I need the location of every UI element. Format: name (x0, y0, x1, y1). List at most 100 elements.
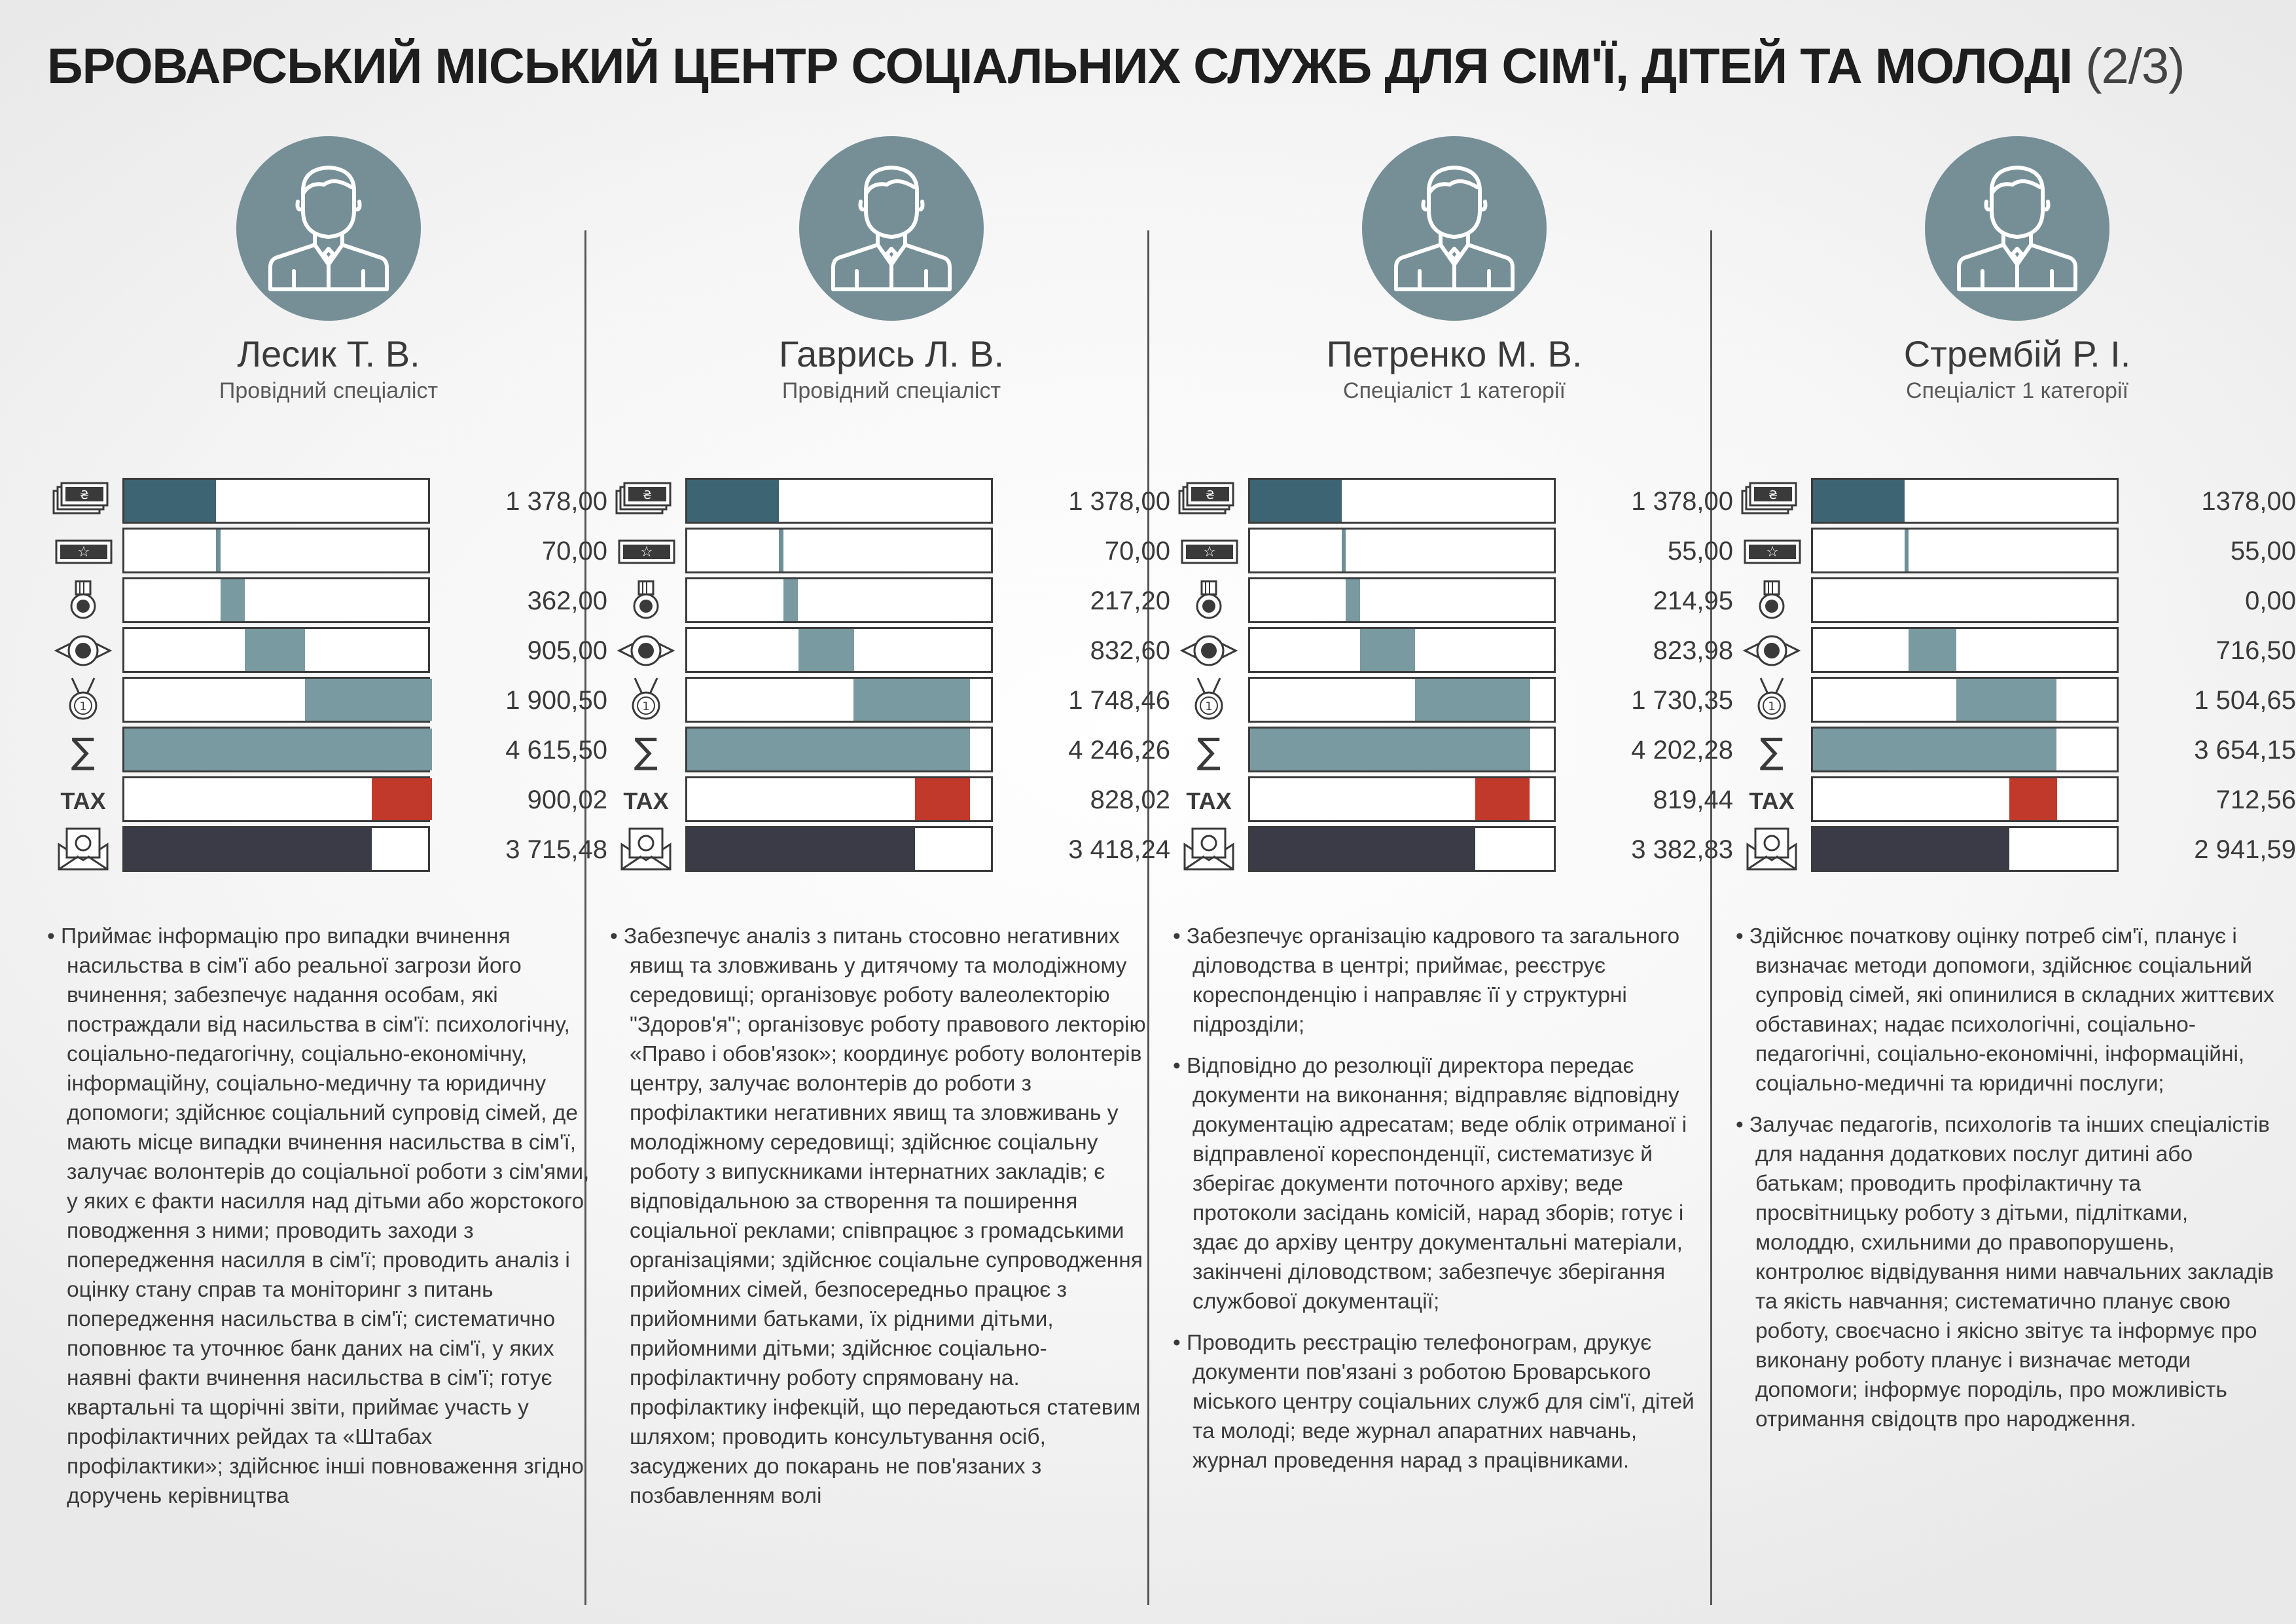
bar-track (685, 727, 993, 772)
tax-label: TAX (60, 787, 105, 814)
stat-value: 1 748,46 (1068, 686, 1170, 715)
bar-fill (1813, 729, 2056, 770)
tax-label: TAX (1736, 776, 1808, 823)
ticket-star-icon: ☆ (1736, 528, 1808, 575)
avatar-icon (799, 136, 984, 321)
bar-fill (1956, 679, 2056, 721)
rosette-icon (610, 627, 682, 674)
svg-text:₴: ₴ (643, 488, 652, 502)
stat-row-premium: 1 1 900,50 (47, 677, 610, 724)
stat-value: 362,00 (527, 586, 607, 615)
bar-track (122, 776, 432, 822)
stat-row-net: 2 941,59 (1736, 826, 2296, 873)
stat-value: 3 418,24 (1068, 835, 1170, 864)
employee-column: Лесик Т. В. Провідний спеціаліст ₴ 1 378,0… (47, 0, 610, 1624)
stat-row-net: 3 715,48 (47, 826, 610, 873)
employee-name: Лесик Т. В. (237, 333, 420, 374)
bar-track (1248, 627, 1556, 673)
tax-label: TAX (623, 787, 668, 814)
stat-row-award: 716,50 (1736, 627, 2296, 674)
ticket-star-icon: ☆ (47, 528, 119, 575)
svg-text:☆: ☆ (1203, 544, 1216, 560)
column-divider (584, 230, 586, 1605)
stat-row-salary: ₴ 1 378,00 (610, 478, 1173, 525)
tax-label: TAX (47, 776, 119, 823)
bar-fill (2009, 778, 2057, 820)
stat-value: 823,98 (1653, 636, 1733, 665)
stat-value: 55,00 (2230, 537, 2296, 566)
stat-row-bonus: ☆ 70,00 (47, 528, 610, 575)
bar-track (1811, 528, 2119, 573)
stat-row-bonus: ☆ 70,00 (610, 528, 1173, 575)
money-stack-icon: ₴ (47, 478, 119, 525)
ticket-star-icon: ☆ (610, 528, 682, 575)
bar-fill (124, 828, 372, 870)
svg-text:∑: ∑ (1197, 731, 1221, 772)
stat-value: 0,00 (2245, 586, 2296, 615)
bar-fill (783, 579, 798, 621)
job-description-item: Залучає педагогів, психологів та інших с… (1736, 1110, 2279, 1434)
stat-value: 1 504,65 (2194, 686, 2296, 715)
bar-fill (1415, 679, 1530, 721)
bar-fill (1250, 480, 1342, 522)
job-description: Забезпечує організацію кадрового та зага… (1173, 922, 1716, 1487)
job-description-item: Забезпечує організацію кадрового та зага… (1173, 922, 1716, 1039)
stat-value: 716,50 (2215, 636, 2296, 665)
svg-text:∑: ∑ (71, 731, 95, 772)
job-description-item: Забезпечує аналіз з питань стосовно нега… (610, 922, 1153, 1511)
bar-fill (1250, 828, 1475, 870)
stat-value: 1 378,00 (1631, 487, 1733, 516)
svg-text:∑: ∑ (634, 731, 658, 772)
sigma-icon: ∑ (1736, 727, 1808, 774)
stat-value: 1 378,00 (505, 487, 607, 516)
bar-fill (798, 629, 854, 671)
bar-track (685, 677, 993, 723)
svg-text:☆: ☆ (77, 544, 90, 560)
bar-fill (687, 480, 779, 522)
svg-text:1: 1 (1205, 700, 1212, 713)
page-title-suffix: (2/3) (2085, 39, 2185, 94)
bar-fill (124, 729, 432, 770)
rosette-icon (1173, 627, 1245, 674)
bar-fill (372, 778, 432, 820)
stat-value: 712,56 (2215, 785, 2296, 814)
stat-row-tax: TAX 712,56 (1736, 776, 2296, 823)
bar-fill (1475, 778, 1530, 820)
stat-row-total: ∑ 4 202,28 (1173, 727, 1736, 774)
bar-track (122, 528, 430, 573)
bar-track (685, 478, 993, 524)
stat-value: 4 246,26 (1068, 736, 1170, 765)
stat-value: 2 941,59 (2194, 835, 2296, 864)
bar-track (1811, 677, 2119, 723)
tax-label: TAX (1173, 776, 1245, 823)
money-stack-icon: ₴ (1173, 478, 1245, 525)
stat-row-premium: 1 1 504,65 (1736, 677, 2296, 724)
sigma-icon: ∑ (610, 727, 682, 774)
stat-row-salary: ₴ 1 378,00 (1173, 478, 1736, 525)
stat-value: 900,02 (527, 785, 607, 814)
envelope-money-icon (1173, 826, 1245, 873)
sigma-icon: ∑ (47, 727, 119, 774)
stat-row-total: ∑ 4 615,50 (47, 727, 610, 774)
bar-fill (124, 480, 216, 522)
avatar-icon (1925, 136, 2109, 321)
first-place-medal-icon: 1 (47, 677, 119, 724)
stat-row-bonus: ☆ 55,00 (1173, 528, 1736, 575)
job-description: Здійснює початкову оцінку потреб сім'ї, … (1736, 922, 2279, 1446)
employee-role: Спеціаліст 1 категорії (1906, 378, 2128, 403)
stat-value: 1 730,35 (1631, 686, 1733, 715)
bar-fill (779, 530, 783, 571)
bar-fill (216, 530, 221, 571)
stat-value: 905,00 (527, 636, 607, 665)
envelope-money-icon (47, 826, 119, 873)
employee-name: Петренко М. В. (1326, 333, 1583, 374)
page-title-main: БРОВАРСЬКИЙ МІСЬКИЙ ЦЕНТР СОЦІАЛЬНИХ СЛУ… (47, 39, 2073, 94)
stat-row-award: 823,98 (1173, 627, 1736, 674)
first-place-medal-icon: 1 (610, 677, 682, 724)
tax-label: TAX (1749, 787, 1794, 814)
bar-track (1811, 826, 2119, 872)
stat-row-tax: TAX 819,44 (1173, 776, 1736, 823)
avatar-icon (236, 136, 421, 321)
ticket-star-icon: ☆ (1173, 528, 1245, 575)
bar-track (1811, 776, 2119, 822)
